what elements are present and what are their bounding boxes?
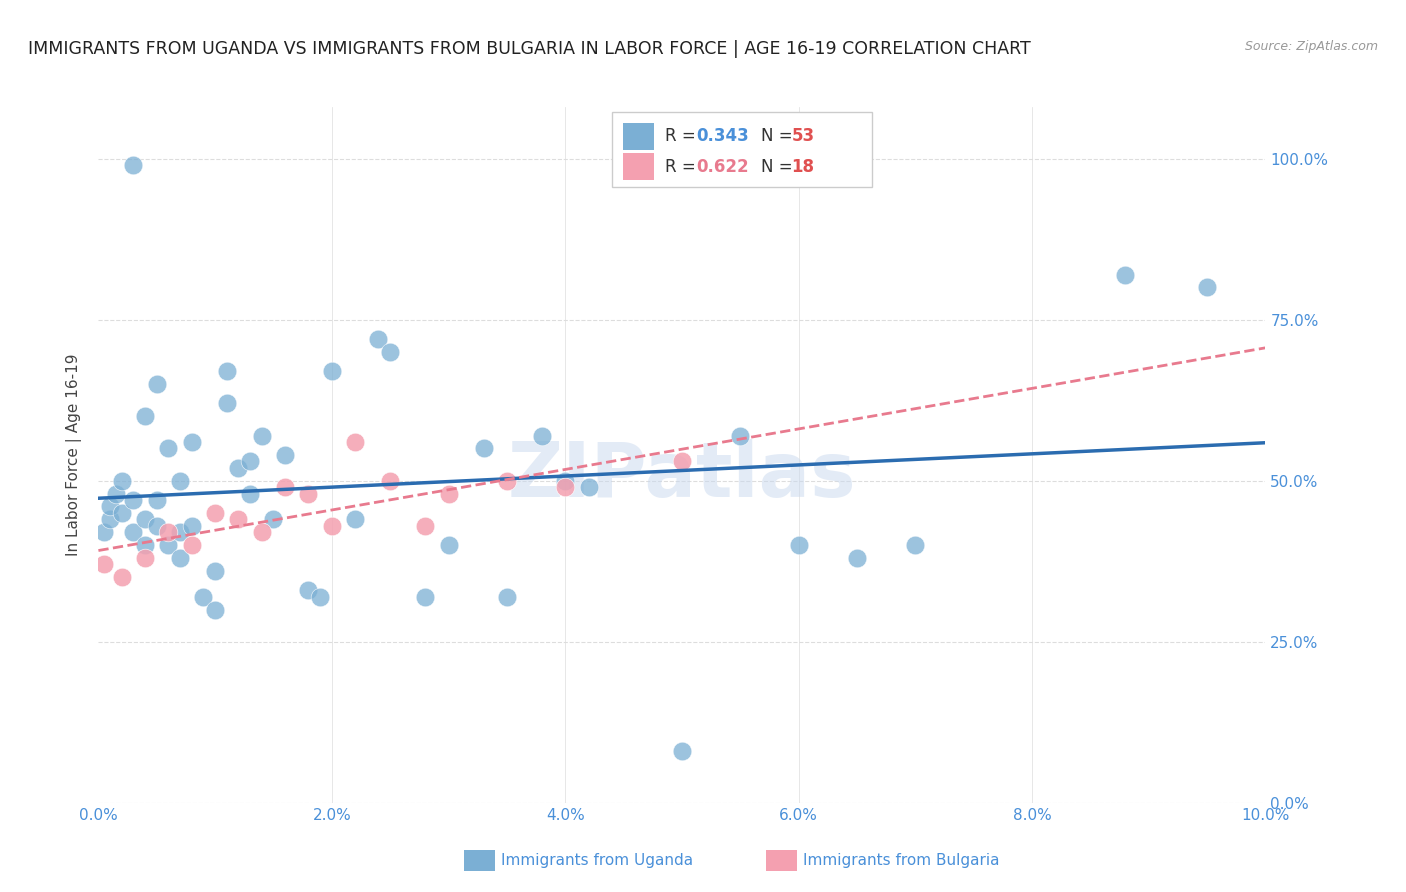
Point: [274, 480, 297, 494]
Point: [904, 538, 927, 552]
Point: [93, 525, 115, 540]
Point: [321, 518, 343, 533]
Point: [157, 538, 180, 552]
Point: [472, 442, 495, 456]
Point: [250, 525, 273, 540]
Text: Source: ZipAtlas.com: Source: ZipAtlas.com: [1244, 40, 1378, 54]
Point: [578, 480, 600, 494]
Text: R =: R =: [665, 128, 702, 145]
Text: R =: R =: [665, 158, 702, 176]
Point: [180, 518, 202, 533]
Point: [496, 474, 519, 488]
Point: [297, 583, 319, 598]
Point: [730, 428, 752, 442]
Point: [122, 493, 145, 508]
Point: [344, 512, 367, 526]
Text: 53: 53: [792, 128, 814, 145]
Point: [496, 590, 519, 604]
Point: [157, 525, 180, 540]
Point: [321, 364, 343, 378]
Point: [146, 377, 169, 392]
Point: [122, 525, 145, 540]
Point: [204, 506, 226, 520]
Point: [1114, 268, 1136, 282]
Point: [554, 480, 576, 494]
Point: [98, 500, 121, 514]
Point: [146, 518, 169, 533]
Point: [134, 551, 156, 566]
Text: Immigrants from Bulgaria: Immigrants from Bulgaria: [803, 854, 1000, 868]
Point: [671, 744, 693, 758]
Point: [169, 474, 191, 488]
Text: Immigrants from Uganda: Immigrants from Uganda: [501, 854, 693, 868]
Text: 0.343: 0.343: [696, 128, 749, 145]
Point: [204, 564, 226, 578]
Point: [380, 344, 402, 359]
Point: [1195, 280, 1218, 294]
Point: [309, 590, 332, 604]
Point: [437, 486, 460, 500]
Point: [671, 454, 693, 468]
Point: [367, 332, 389, 346]
Point: [239, 486, 262, 500]
Point: [157, 442, 180, 456]
Point: [262, 512, 284, 526]
Point: [530, 428, 553, 442]
Point: [380, 474, 402, 488]
Point: [787, 538, 810, 552]
Text: N =: N =: [761, 158, 797, 176]
Point: [215, 396, 238, 410]
Point: [239, 454, 262, 468]
Point: [274, 448, 297, 462]
Point: [204, 602, 226, 616]
Point: [344, 435, 367, 450]
Y-axis label: In Labor Force | Age 16-19: In Labor Force | Age 16-19: [66, 353, 83, 557]
Point: [169, 551, 191, 566]
Point: [250, 428, 273, 442]
Point: [554, 474, 576, 488]
Point: [146, 493, 169, 508]
Point: [134, 538, 156, 552]
Point: [228, 512, 250, 526]
Point: [134, 512, 156, 526]
Point: [93, 558, 115, 572]
Point: [215, 364, 238, 378]
Point: [228, 460, 250, 475]
Point: [111, 474, 134, 488]
Point: [413, 518, 436, 533]
Point: [437, 538, 460, 552]
Text: 0.622: 0.622: [696, 158, 748, 176]
Point: [180, 435, 202, 450]
Point: [846, 551, 869, 566]
Point: [98, 512, 121, 526]
Text: N =: N =: [761, 128, 797, 145]
Point: [180, 538, 202, 552]
Text: ZIPatlas: ZIPatlas: [508, 439, 856, 513]
Text: IMMIGRANTS FROM UGANDA VS IMMIGRANTS FROM BULGARIA IN LABOR FORCE | AGE 16-19 CO: IMMIGRANTS FROM UGANDA VS IMMIGRANTS FRO…: [28, 40, 1031, 58]
Point: [193, 590, 215, 604]
Point: [297, 486, 319, 500]
Point: [122, 158, 145, 172]
Point: [104, 486, 127, 500]
Text: 18: 18: [792, 158, 814, 176]
Point: [169, 525, 191, 540]
Point: [111, 570, 134, 584]
Point: [134, 409, 156, 424]
Point: [111, 506, 134, 520]
Point: [413, 590, 436, 604]
